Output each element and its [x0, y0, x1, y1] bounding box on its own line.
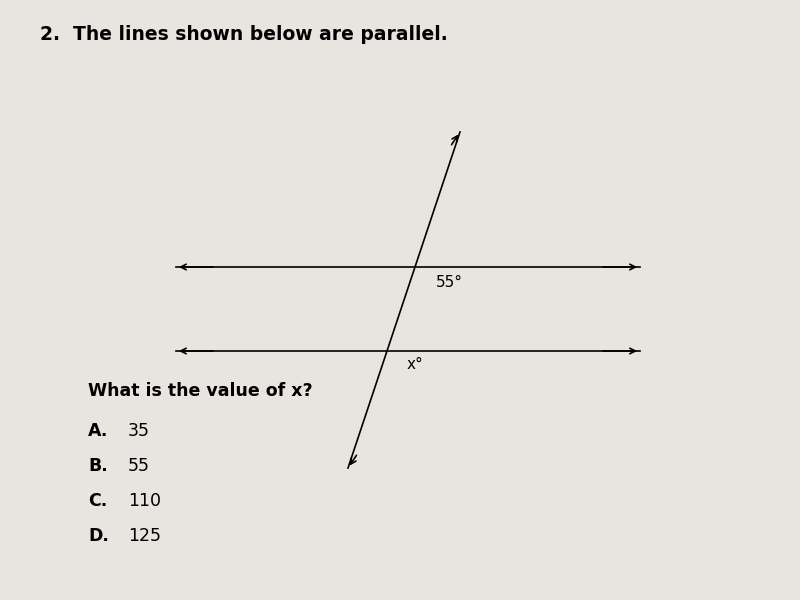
- Text: x°: x°: [406, 357, 423, 372]
- Text: 110: 110: [128, 492, 161, 510]
- Text: 55°: 55°: [436, 275, 463, 290]
- Text: C.: C.: [88, 492, 107, 510]
- Text: What is the value of x?: What is the value of x?: [88, 382, 313, 400]
- Text: A.: A.: [88, 422, 108, 440]
- Text: 125: 125: [128, 527, 161, 545]
- Text: D.: D.: [88, 527, 109, 545]
- Text: 55: 55: [128, 457, 150, 475]
- Text: 2.  The lines shown below are parallel.: 2. The lines shown below are parallel.: [40, 25, 448, 44]
- Text: B.: B.: [88, 457, 108, 475]
- Text: 35: 35: [128, 422, 150, 440]
